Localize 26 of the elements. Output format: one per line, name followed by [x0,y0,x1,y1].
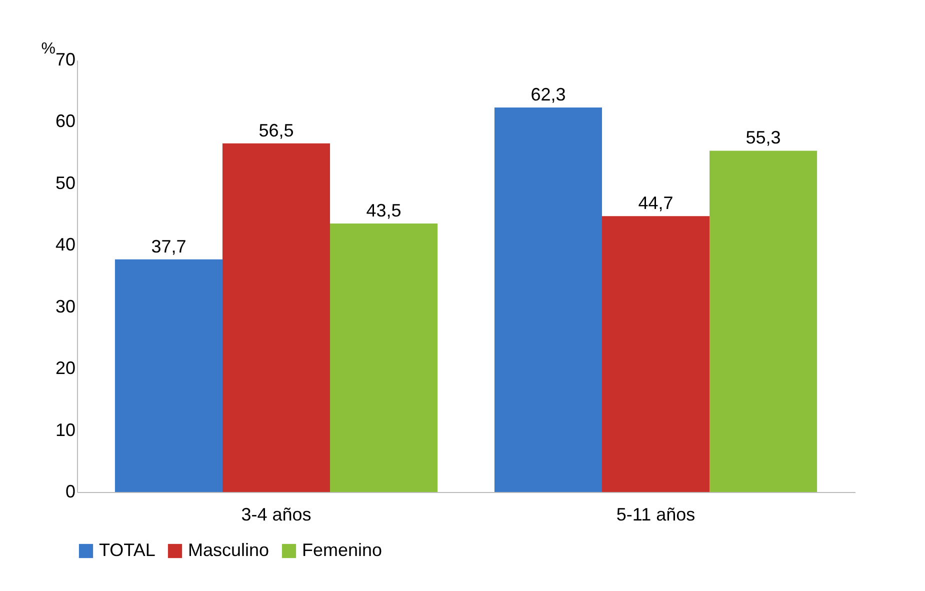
bar [114,259,222,492]
legend-label: Femenino [302,540,382,560]
y-axis-title: % [41,40,56,58]
data-label: 43,5 [366,200,402,221]
data-label: 55,3 [746,128,781,148]
legend-label: Masculino [188,540,270,560]
y-tick-label: 20 [55,358,76,378]
y-tick-label: 70 [55,50,76,70]
data-label: 56,5 [258,120,294,140]
y-tick-label: 10 [55,420,76,440]
bar [494,108,602,492]
y-tick-label: 30 [55,296,76,316]
legend-label: TOTAL [99,540,156,560]
data-label: 37,7 [151,236,186,256]
x-tick-label: 3-4 años [241,504,312,524]
y-tick-label: 40 [55,234,76,255]
data-label: 44,7 [638,193,674,214]
y-tick-label: 60 [55,111,76,132]
data-label: 62,3 [530,84,566,105]
bar [222,143,330,492]
y-tick-label: 0 [65,482,76,502]
bar [330,224,438,492]
bar [710,150,818,492]
y-tick-label: 50 [55,172,76,193]
x-tick-label: 5-11 años [616,504,696,524]
bar [602,216,710,492]
